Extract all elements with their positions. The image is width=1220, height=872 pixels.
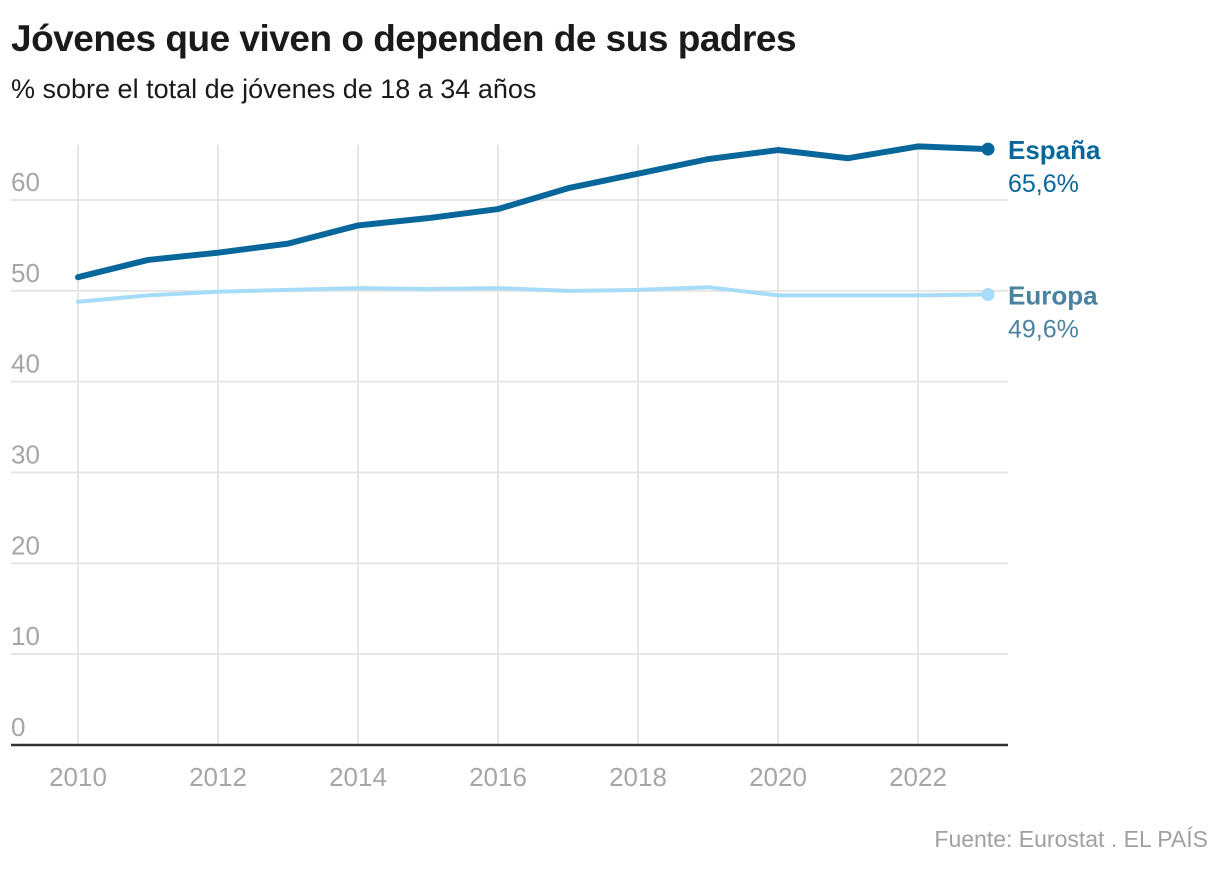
y-tick-labels: 0 10 20 30 40 50 60 [11, 167, 40, 742]
series-end-labels: Europa 49,6% España 65,6% [1008, 135, 1101, 343]
y-tick-label: 40 [11, 349, 40, 379]
series-label-europa: Europa [1008, 280, 1098, 310]
y-tick-label: 50 [11, 258, 40, 288]
x-tick-label: 2014 [329, 762, 387, 792]
x-tick-label: 2020 [749, 762, 807, 792]
series-value-espana: 65,6% [1008, 170, 1079, 198]
x-gridlines [77, 145, 919, 745]
chart-subtitle: % sobre el total de jóvenes de 18 a 34 a… [11, 74, 537, 104]
x-tick-label: 2016 [469, 762, 527, 792]
x-tick-label: 2012 [189, 762, 247, 792]
y-tick-label: 60 [11, 167, 40, 197]
series-lines [75, 142, 995, 304]
end-marker-espana [981, 142, 995, 156]
source-credit: Fuente: Eurostat . EL PAÍS [934, 826, 1208, 852]
x-tick-label: 2010 [49, 762, 107, 792]
x-tick-label: 2018 [609, 762, 667, 792]
y-tick-label: 0 [11, 712, 25, 742]
y-tick-label: 10 [11, 621, 40, 651]
end-marker-europa [981, 287, 995, 301]
x-tick-label: 2022 [889, 762, 947, 792]
series-line-europa [76, 285, 990, 304]
chart-title: Jóvenes que viven o dependen de sus padr… [11, 18, 797, 59]
y-tick-label: 30 [11, 440, 40, 470]
series-value-europa: 49,6% [1008, 315, 1079, 343]
y-gridlines [11, 199, 1008, 656]
series-label-espana: España [1008, 135, 1101, 165]
x-tick-labels: 2010 2012 2014 2016 2018 2020 2022 [49, 762, 947, 792]
series-line-espana [75, 143, 991, 281]
y-tick-label: 20 [11, 530, 40, 560]
